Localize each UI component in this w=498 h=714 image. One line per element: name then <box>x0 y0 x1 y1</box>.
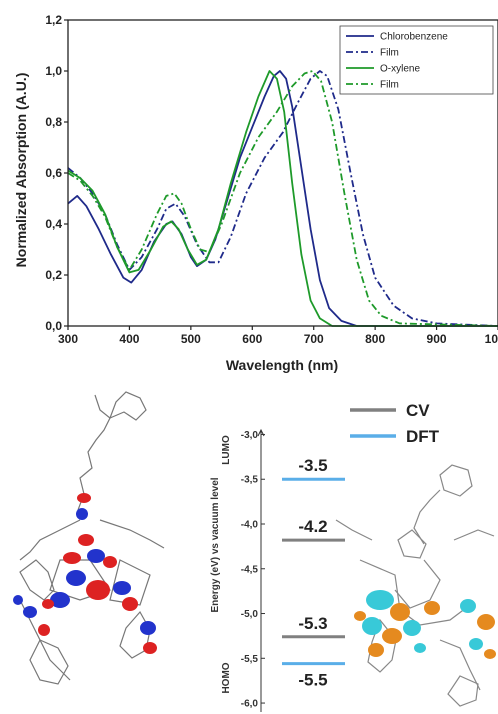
orbital-lobes-lumo <box>354 590 496 659</box>
energy-legend-entry-2: DFT <box>406 427 440 446</box>
energy-legend-entry-1: CV <box>406 401 430 420</box>
energy-legend: CV DFT <box>350 401 440 446</box>
x-tick-label: 500 <box>181 332 201 346</box>
energy-tick-label: -4,5 <box>241 564 259 575</box>
x-tick-label: 800 <box>365 332 385 346</box>
energy-axis-label: Energy (eV) vs vacuum level <box>210 477 221 612</box>
x-tick-label: 700 <box>304 332 324 346</box>
lumo-label: LUMO <box>221 435 232 465</box>
energy-tick-label: -4,0 <box>241 520 259 531</box>
y-tick-label: 0,2 <box>45 268 62 282</box>
energy-level-label-3: -5.3 <box>298 614 327 633</box>
legend-entry-4: Film <box>380 80 399 91</box>
series-line-3 <box>67 70 498 327</box>
x-tick-label: 600 <box>242 332 262 346</box>
x-tick-label: 900 <box>427 332 447 346</box>
energy-level-label-2: -4.2 <box>298 517 327 536</box>
series-line-4 <box>67 70 498 327</box>
energy-tick-label: -5,5 <box>241 654 259 665</box>
energy-tick-label: -6,0 <box>241 699 259 710</box>
energy-level-label-1: -3.5 <box>298 456 327 475</box>
energy-level-label-4: -5.5 <box>298 671 327 690</box>
legend: Chlorobenzene Film O-xylene Film <box>339 25 494 95</box>
legend-entry-3: O-xylene <box>380 64 420 75</box>
y-tick-label: 1,2 <box>45 13 62 27</box>
y-tick-label: 0,8 <box>45 115 62 129</box>
energy-level-diagram: Energy (eV) vs vacuum level LUMO HOMO -3… <box>210 401 440 712</box>
legend-entry-2: Film <box>380 48 399 59</box>
y-tick-label: 0,0 <box>45 319 62 333</box>
x-tick-label: 1000 <box>485 332 498 346</box>
y-axis-label: Normalized Absorption (A.U.) <box>13 73 29 268</box>
energy-tick-label: -5,0 <box>241 609 259 620</box>
y-tick-label: 1,0 <box>45 64 62 78</box>
molecule-lumo-orbital-image <box>335 464 495 707</box>
legend-box <box>339 25 494 95</box>
series-line-2 <box>67 70 498 327</box>
absorption-chart: Normalized Absorption (A.U.) Wavelength … <box>13 13 498 373</box>
legend-entry-1: Chlorobenzene <box>380 32 448 43</box>
x-axis-label: Wavelength (nm) <box>226 357 338 373</box>
energy-tick-label: -3,0 <box>241 430 259 441</box>
y-tick-label: 0,6 <box>45 166 62 180</box>
molecule-homo-orbital-image <box>19 391 165 685</box>
x-tick-label: 300 <box>58 332 78 346</box>
x-tick-label: 400 <box>119 332 139 346</box>
y-tick-label: 0,4 <box>45 217 62 231</box>
series-line-1 <box>67 70 498 327</box>
homo-label: HOMO <box>221 662 232 693</box>
orbital-lobes-homo <box>13 493 157 654</box>
energy-tick-label: -3,5 <box>241 475 259 486</box>
